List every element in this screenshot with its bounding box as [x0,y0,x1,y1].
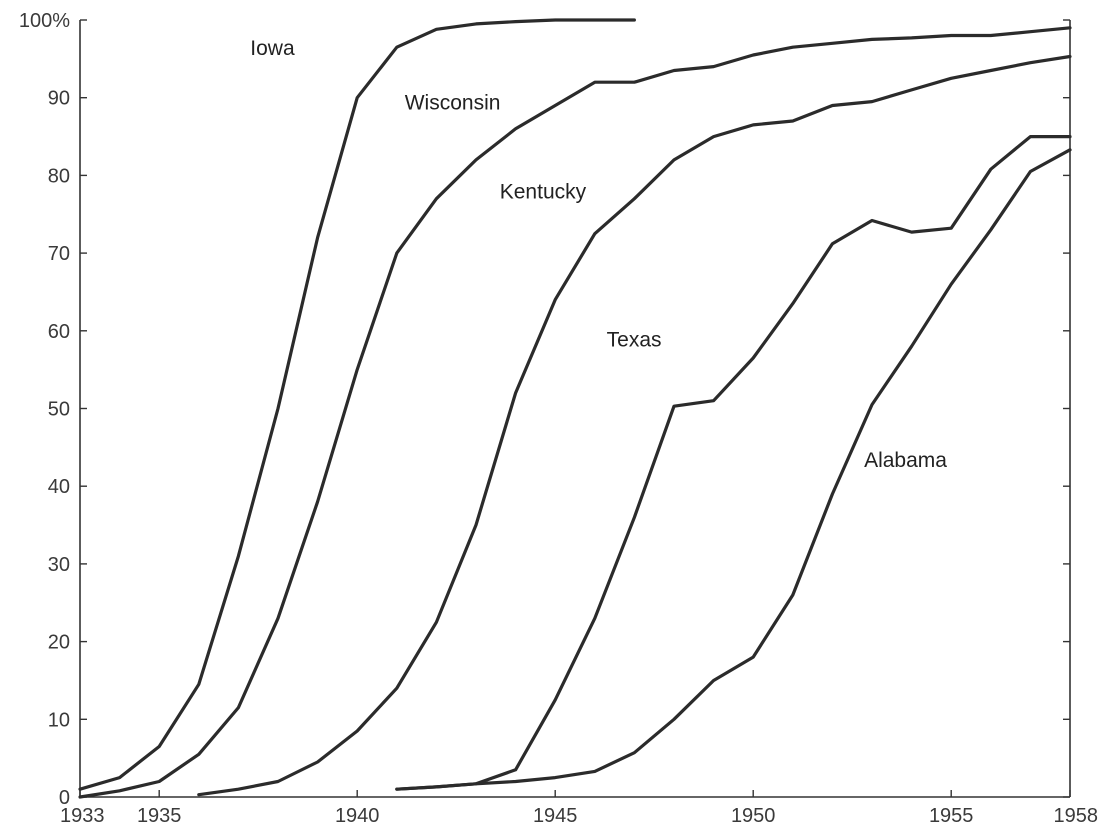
x-tick-label: 1950 [731,805,776,827]
y-tick-label: 100% [19,10,70,32]
series-label-texas: Texas [607,328,662,351]
series-line-texas [395,135,1072,791]
x-tick-label: 1935 [137,805,182,827]
y-tick-label: 80 [48,165,70,187]
y-tick-label: 50 [48,399,70,421]
x-tick-label: 1933 [60,805,105,827]
series-labels: Iowa Wisconsin Kentucky Texas Alabama [250,37,947,472]
y-tick-label: 70 [48,243,70,265]
x-tick-label: 1955 [929,805,974,827]
y-tick-label: 0 [59,787,70,809]
y-tick-label: 10 [48,709,70,731]
x-axis-ticks: 1933 1935 1940 1945 1950 1955 1958 [60,790,1098,827]
x-tick-label: 1940 [335,805,380,827]
x-tick-label: 1945 [533,805,578,827]
series-line-alabama [395,148,1072,791]
y-tick-label: 90 [48,88,70,110]
series-label-iowa: Iowa [250,37,295,60]
series-line-iowa [78,18,637,791]
series-label-wisconsin: Wisconsin [405,91,501,114]
y-tick-label: 40 [48,476,70,498]
y-axis-ticks: 0 10 20 30 40 50 60 70 80 90 100% [19,10,1070,809]
series-label-alabama: Alabama [864,449,947,472]
series-group [78,18,1072,799]
series-line-kentucky [197,54,1072,797]
y-tick-label: 30 [48,554,70,576]
y-tick-label: 60 [48,321,70,343]
series-line-wisconsin [78,26,1072,799]
x-tick-label: 1958 [1054,805,1099,827]
series-label-kentucky: Kentucky [500,181,587,204]
plot-frame [79,20,1071,798]
y-tick-label: 20 [48,632,70,654]
